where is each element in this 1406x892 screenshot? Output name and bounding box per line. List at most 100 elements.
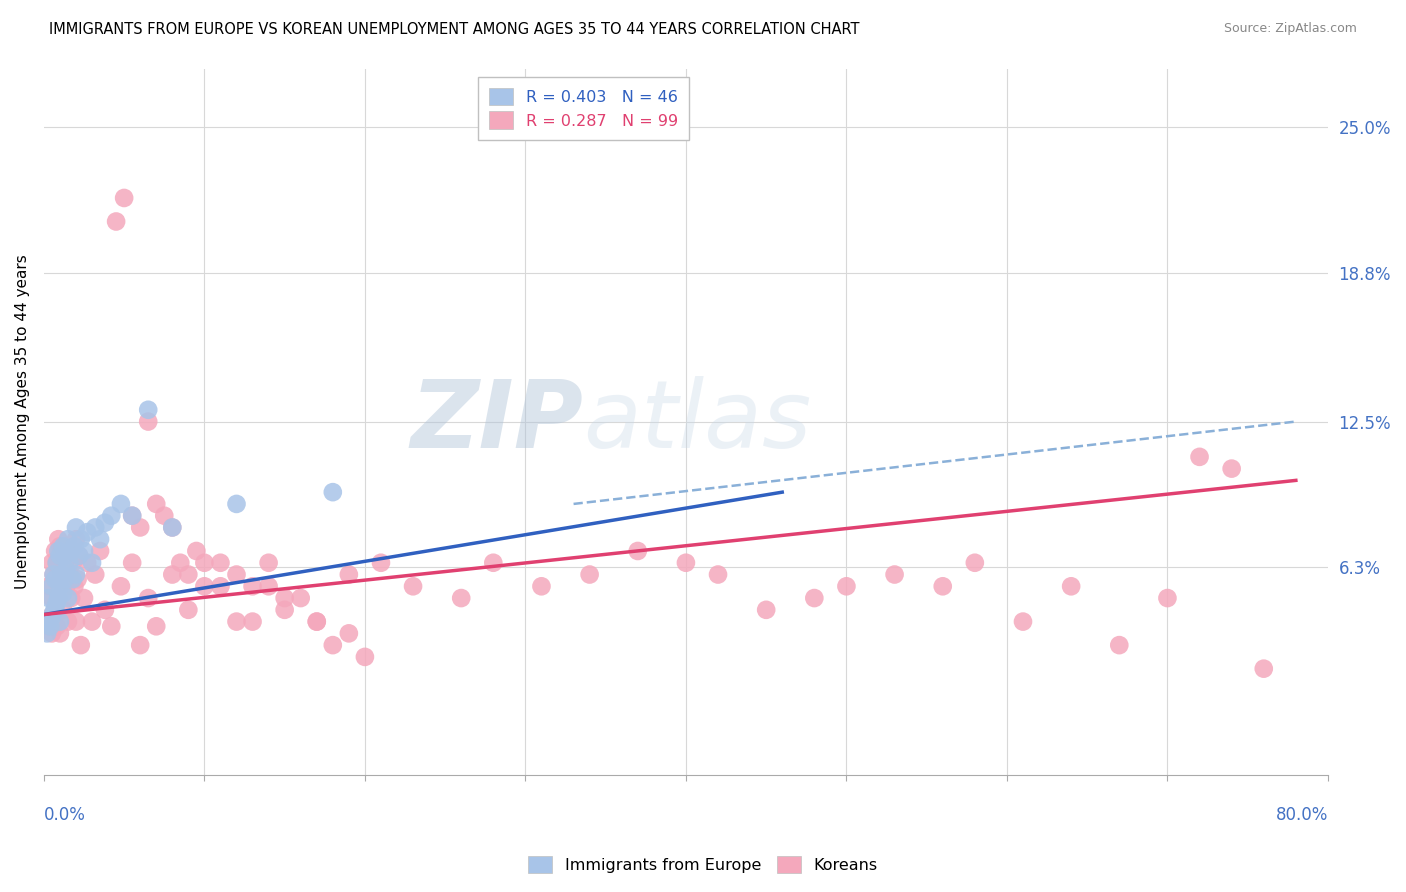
Point bbox=[209, 556, 232, 570]
Point bbox=[129, 638, 152, 652]
Point bbox=[41, 591, 63, 605]
Point bbox=[169, 556, 191, 570]
Point bbox=[44, 600, 66, 615]
Point bbox=[1188, 450, 1211, 464]
Point bbox=[136, 591, 159, 605]
Point bbox=[1012, 615, 1035, 629]
Point bbox=[42, 567, 65, 582]
Point bbox=[56, 533, 79, 547]
Point bbox=[112, 191, 135, 205]
Point bbox=[53, 556, 76, 570]
Point bbox=[162, 520, 184, 534]
Point bbox=[193, 579, 215, 593]
Point bbox=[46, 591, 69, 605]
Point bbox=[56, 544, 79, 558]
Point bbox=[49, 579, 72, 593]
Point bbox=[89, 544, 111, 558]
Point bbox=[49, 549, 72, 563]
Point bbox=[242, 579, 264, 593]
Point bbox=[35, 626, 58, 640]
Point bbox=[153, 508, 176, 523]
Point bbox=[45, 556, 67, 570]
Point bbox=[46, 544, 69, 558]
Point bbox=[49, 579, 72, 593]
Point bbox=[627, 544, 650, 558]
Point bbox=[121, 556, 143, 570]
Point bbox=[835, 579, 858, 593]
Point bbox=[883, 567, 905, 582]
Point bbox=[38, 591, 60, 605]
Point bbox=[42, 615, 65, 629]
Point bbox=[136, 402, 159, 417]
Point bbox=[80, 615, 103, 629]
Legend: Immigrants from Europe, Koreans: Immigrants from Europe, Koreans bbox=[522, 849, 884, 880]
Text: 80.0%: 80.0% bbox=[1275, 806, 1327, 824]
Text: IMMIGRANTS FROM EUROPE VS KOREAN UNEMPLOYMENT AMONG AGES 35 TO 44 YEARS CORRELAT: IMMIGRANTS FROM EUROPE VS KOREAN UNEMPLO… bbox=[49, 22, 859, 37]
Point bbox=[225, 497, 247, 511]
Point bbox=[53, 549, 76, 563]
Point bbox=[41, 610, 63, 624]
Point bbox=[55, 579, 77, 593]
Point bbox=[60, 591, 83, 605]
Point bbox=[49, 615, 72, 629]
Point bbox=[1156, 591, 1178, 605]
Point bbox=[354, 649, 377, 664]
Point bbox=[44, 544, 66, 558]
Point bbox=[49, 626, 72, 640]
Point bbox=[803, 591, 825, 605]
Point bbox=[39, 610, 62, 624]
Point bbox=[65, 520, 87, 534]
Point bbox=[51, 567, 73, 582]
Point bbox=[290, 591, 312, 605]
Point bbox=[110, 497, 132, 511]
Point bbox=[105, 214, 128, 228]
Point bbox=[450, 591, 472, 605]
Point bbox=[69, 638, 91, 652]
Point bbox=[305, 615, 328, 629]
Point bbox=[67, 549, 90, 563]
Point bbox=[186, 544, 208, 558]
Point bbox=[51, 567, 73, 582]
Point bbox=[1108, 638, 1130, 652]
Point bbox=[755, 603, 778, 617]
Point bbox=[41, 579, 63, 593]
Point bbox=[39, 619, 62, 633]
Point bbox=[63, 579, 86, 593]
Point bbox=[94, 516, 117, 530]
Point bbox=[225, 615, 247, 629]
Point bbox=[45, 596, 67, 610]
Point bbox=[56, 591, 79, 605]
Point bbox=[932, 579, 955, 593]
Text: 0.0%: 0.0% bbox=[44, 806, 86, 824]
Legend: R = 0.403   N = 46, R = 0.287   N = 99: R = 0.403 N = 46, R = 0.287 N = 99 bbox=[478, 77, 689, 140]
Point bbox=[80, 556, 103, 570]
Point bbox=[73, 591, 96, 605]
Point bbox=[49, 539, 72, 553]
Point bbox=[53, 572, 76, 586]
Point bbox=[38, 579, 60, 593]
Point bbox=[52, 539, 75, 553]
Point bbox=[121, 508, 143, 523]
Point bbox=[273, 591, 295, 605]
Point bbox=[58, 556, 80, 570]
Point bbox=[530, 579, 553, 593]
Point bbox=[63, 539, 86, 553]
Y-axis label: Unemployment Among Ages 35 to 44 years: Unemployment Among Ages 35 to 44 years bbox=[15, 254, 30, 589]
Point bbox=[136, 415, 159, 429]
Point bbox=[84, 567, 107, 582]
Point bbox=[162, 520, 184, 534]
Point bbox=[46, 533, 69, 547]
Point bbox=[322, 638, 344, 652]
Point bbox=[44, 603, 66, 617]
Point bbox=[110, 579, 132, 593]
Point bbox=[65, 567, 87, 582]
Point bbox=[209, 579, 232, 593]
Point bbox=[177, 603, 200, 617]
Point bbox=[273, 603, 295, 617]
Point bbox=[52, 603, 75, 617]
Point bbox=[1060, 579, 1083, 593]
Point bbox=[1220, 461, 1243, 475]
Point bbox=[60, 544, 83, 558]
Text: ZIP: ZIP bbox=[411, 376, 583, 467]
Point bbox=[193, 556, 215, 570]
